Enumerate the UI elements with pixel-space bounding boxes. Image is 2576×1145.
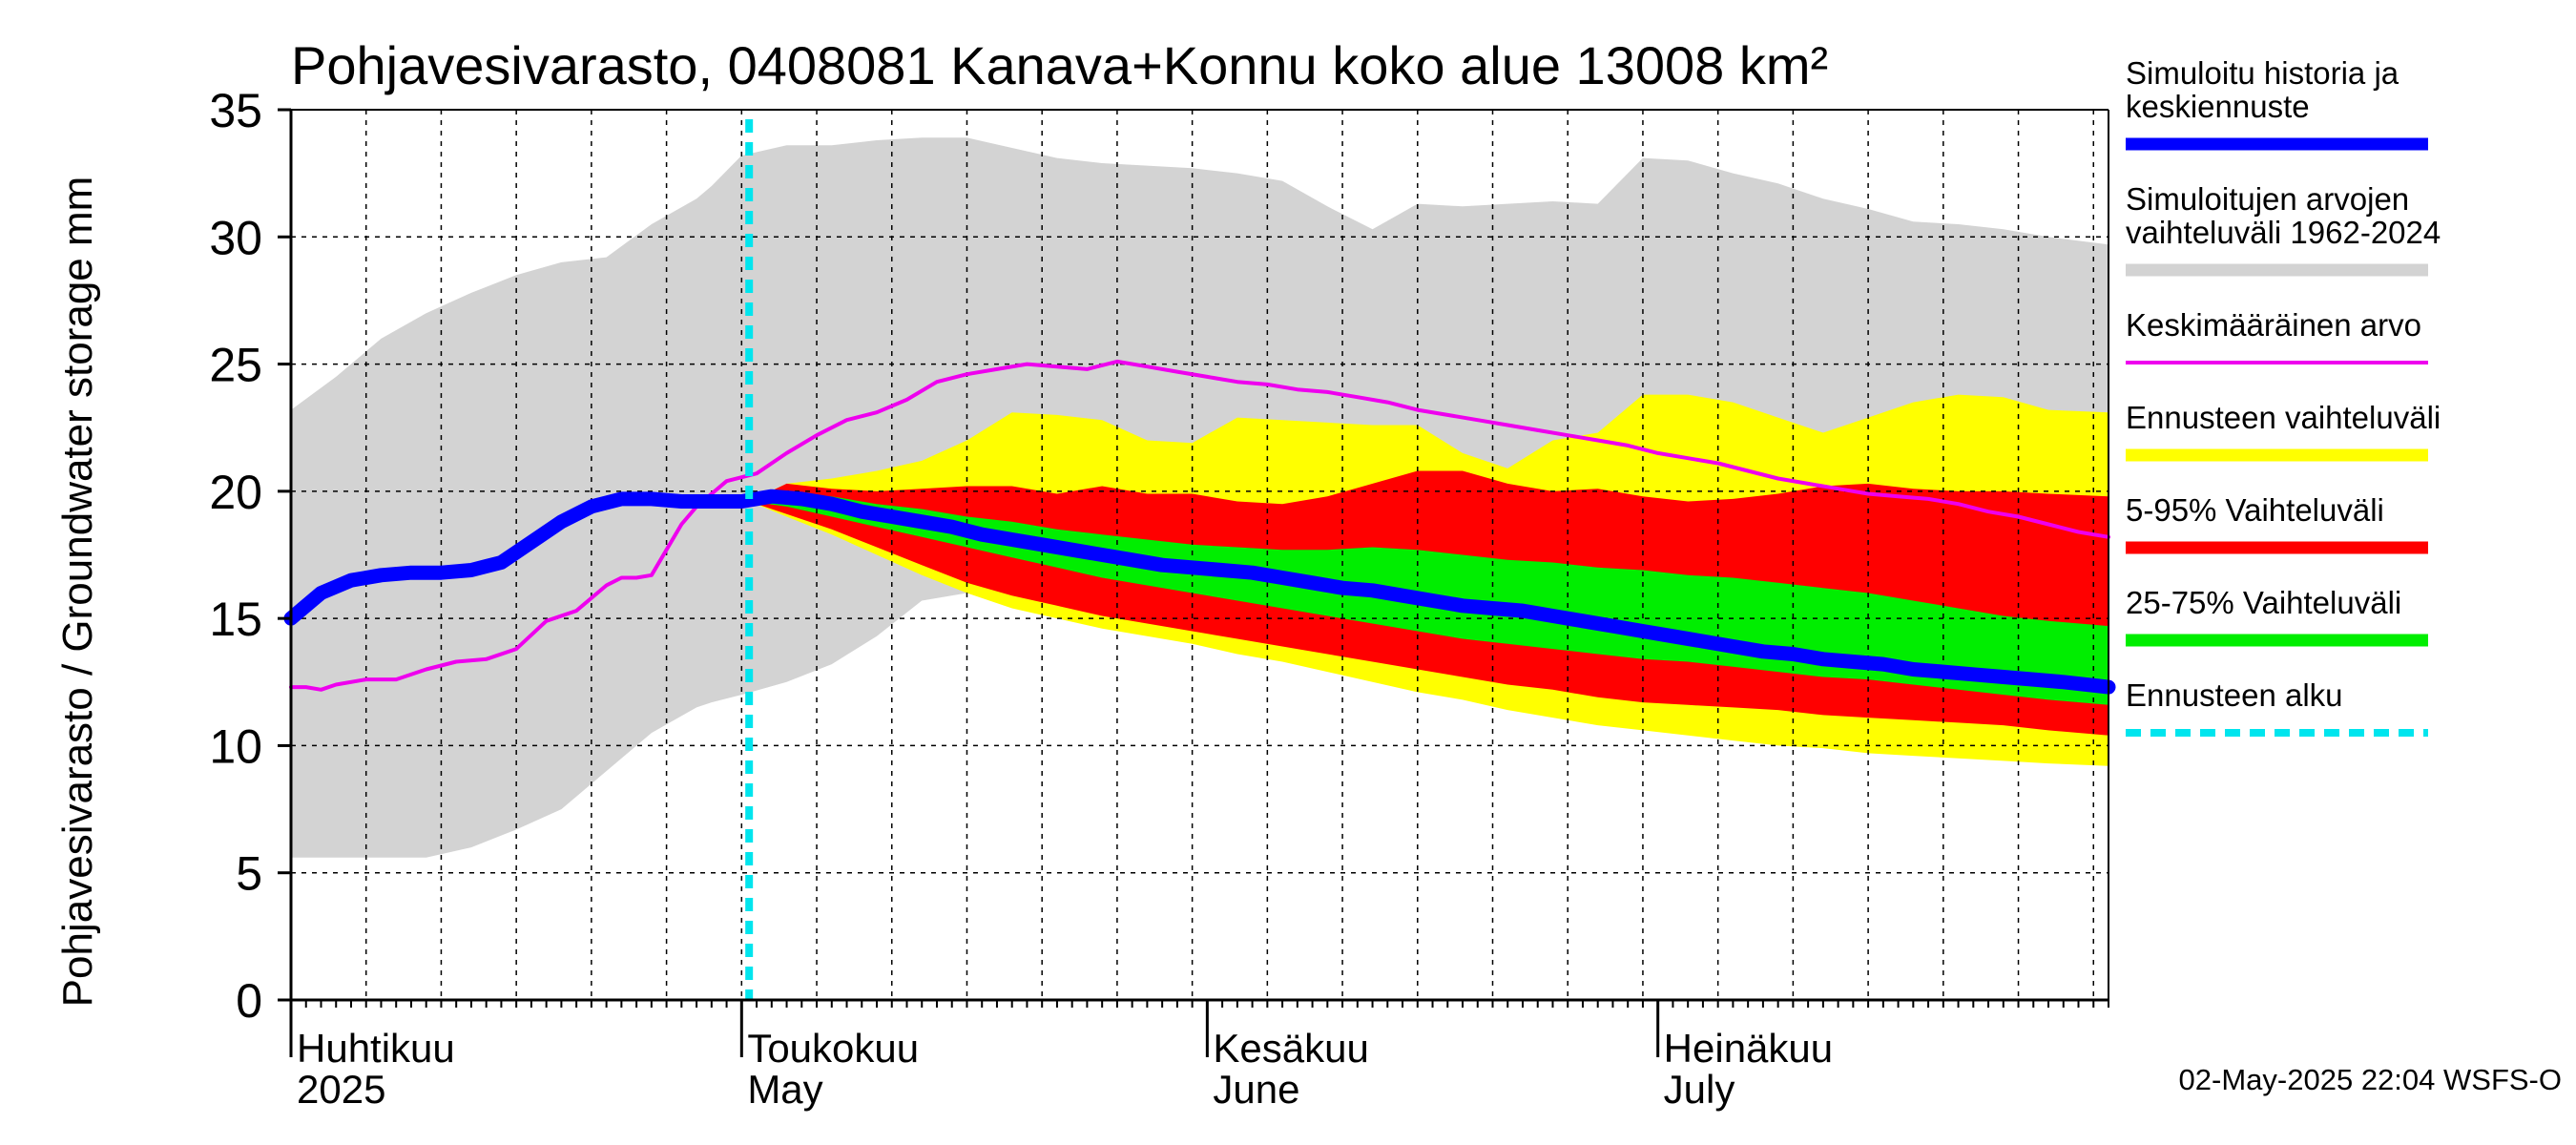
legend-item: 25-75% Vaihteluväli	[2126, 585, 2428, 647]
y-tick-label-15: 15	[209, 593, 262, 646]
legend-label: Simuloitu historia ja	[2126, 55, 2399, 91]
month-label-en: 2025	[297, 1067, 385, 1112]
y-tick-label-10: 10	[209, 719, 262, 773]
grid-lines	[291, 110, 2109, 1000]
month-label-en: May	[747, 1067, 822, 1112]
legend-label: Ennusteen alku	[2126, 677, 2343, 713]
legend-label: Simuloitujen arvojen	[2126, 181, 2409, 217]
month-label-fi: Huhtikuu	[297, 1026, 455, 1071]
range-bands	[291, 137, 2109, 858]
timestamp: 02-May-2025 22:04 WSFS-O	[2179, 1063, 2562, 1096]
month-label-fi: Kesäkuu	[1213, 1026, 1368, 1071]
legend-label: Ennusteen vaihteluväli	[2126, 400, 2441, 435]
y-tick-label-30: 30	[209, 211, 262, 264]
legend-label: keskiennuste	[2126, 89, 2310, 124]
line-keskim-r-inen-arvo	[289, 359, 2110, 692]
month-label-en: July	[1664, 1067, 1735, 1112]
legend-label: vaihteluväli 1962-2024	[2126, 215, 2441, 250]
y-tick-label-5: 5	[236, 847, 262, 901]
legend-item: Ennusteen vaihteluväli	[2126, 400, 2441, 462]
legend-item: Ennusteen alku	[2126, 677, 2428, 737]
y-tick-label-0: 0	[236, 974, 262, 1028]
y-tick-label-25: 25	[209, 339, 262, 392]
month-label-en: June	[1213, 1067, 1299, 1112]
legend-label: 25-75% Vaihteluväli	[2126, 585, 2401, 620]
month-label-fi: Toukokuu	[747, 1026, 919, 1071]
legend-item: 5-95% Vaihteluväli	[2126, 492, 2428, 554]
y-tick-label-20: 20	[209, 466, 262, 519]
axes: 05101520253035Huhtikuu2025ToukokuuMayKes…	[209, 84, 2109, 1112]
y-tick-label-35: 35	[209, 84, 262, 137]
legend: Simuloitu historia jakeskiennusteSimuloi…	[2126, 55, 2441, 737]
series-lines	[283, 119, 2116, 1000]
legend-item: Keskimääräinen arvo	[2126, 307, 2428, 364]
legend-label: Keskimääräinen arvo	[2126, 307, 2421, 343]
month-label-fi: Heinäkuu	[1664, 1026, 1833, 1071]
line-simuloitu-historia-ja-keskiennuste	[283, 489, 2116, 695]
y-axis-label: Pohjavesivarasto / Groundwater storage m…	[54, 177, 101, 1008]
chart-title: Pohjavesivarasto, 0408081 Kanava+Konnu k…	[291, 35, 1828, 95]
legend-label: 5-95% Vaihteluväli	[2126, 492, 2384, 528]
